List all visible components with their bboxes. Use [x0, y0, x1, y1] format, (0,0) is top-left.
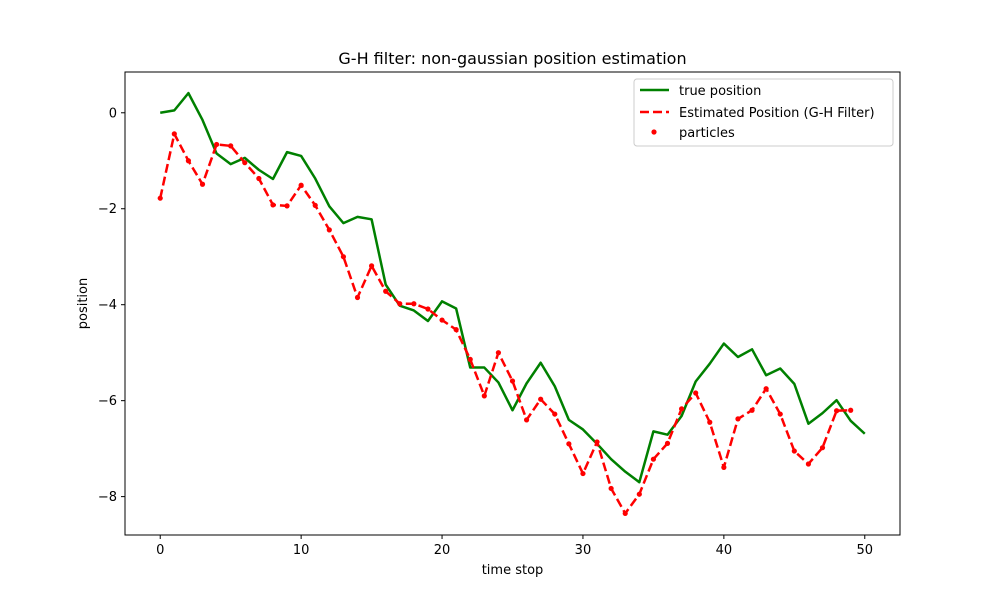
y-tick-label: −6: [98, 394, 117, 409]
particle-point: [707, 419, 713, 425]
legend-box: [633, 78, 894, 147]
ticks-layer: 0 10 20 30 40 50 0 −2 −4 −6 −8: [98, 106, 873, 558]
x-tick-label: 20: [434, 543, 451, 558]
particle-point: [509, 378, 516, 384]
particle-point: [284, 203, 290, 209]
legend-estimated-position-label: Estimated Position (G-H Filter): [679, 106, 875, 121]
y-axis-label: position: [76, 278, 91, 330]
particle-point: [383, 288, 389, 294]
x-tick-label: 30: [575, 543, 592, 558]
particle-point: [819, 445, 826, 451]
particle-point: [481, 393, 487, 399]
particle-point: [791, 448, 797, 454]
particle-point: [777, 411, 783, 417]
x-tick-label: 50: [856, 543, 873, 558]
particle-point: [326, 227, 332, 233]
x-tick-label: 40: [716, 543, 733, 558]
particle-point: [242, 160, 248, 166]
particle-point: [580, 470, 586, 477]
particle-point: [749, 407, 755, 413]
particle-point: [763, 386, 769, 392]
particle-point: [340, 254, 347, 260]
particle-point: [735, 416, 741, 422]
particle-point: [608, 485, 614, 492]
particle-point: [538, 396, 544, 402]
particle-point: [650, 456, 657, 462]
particle-point: [523, 417, 530, 423]
particle-point: [833, 408, 840, 414]
particle-point: [594, 439, 600, 445]
particle-point: [270, 202, 276, 208]
x-axis-label: time stop: [482, 563, 544, 578]
particle-point: [185, 158, 192, 164]
particle-point: [298, 182, 304, 188]
particle-point: [495, 350, 502, 356]
particle-point: [256, 175, 262, 182]
particle-point: [848, 407, 854, 413]
x-tick-label: 10: [293, 543, 310, 558]
particle-point: [228, 143, 234, 149]
particle-point: [664, 440, 671, 446]
particle-point: [636, 491, 642, 497]
particle-point: [411, 301, 417, 307]
particle-point: [171, 131, 177, 137]
particle-point: [552, 411, 558, 417]
legend-particles-label: particles: [679, 126, 735, 141]
particle-point: [199, 181, 206, 187]
particle-point: [397, 301, 403, 307]
particle-point: [678, 406, 685, 412]
chart-title: G-H filter: non-gaussian position estima…: [338, 49, 686, 68]
legend: true position Estimated Position (G-H Fi…: [633, 78, 894, 147]
y-tick-label: −8: [98, 490, 117, 505]
y-tick-label: −2: [98, 202, 117, 217]
particle-point: [467, 356, 473, 362]
particle-point: [622, 510, 628, 517]
y-tick-label: −4: [98, 298, 117, 313]
true-position-line: [160, 91, 866, 484]
particle-point: [368, 263, 375, 269]
legend-true-position-label: true position: [679, 84, 761, 99]
particle-point: [312, 202, 318, 208]
particle-point: [566, 441, 572, 447]
particle-point: [157, 195, 163, 201]
particle-point: [213, 141, 220, 148]
plot-layer: [157, 91, 866, 517]
particle-point: [425, 306, 431, 312]
y-tick-label: 0: [109, 106, 117, 121]
particle-point: [805, 461, 812, 467]
legend-particles-swatch: [651, 129, 657, 135]
x-tick-label: 0: [156, 543, 164, 558]
particle-point: [693, 390, 699, 396]
particle-point: [453, 327, 459, 333]
plot-frame: [124, 71, 901, 536]
particle-point: [721, 464, 727, 470]
particle-point: [354, 294, 361, 301]
particle-point: [439, 317, 445, 323]
